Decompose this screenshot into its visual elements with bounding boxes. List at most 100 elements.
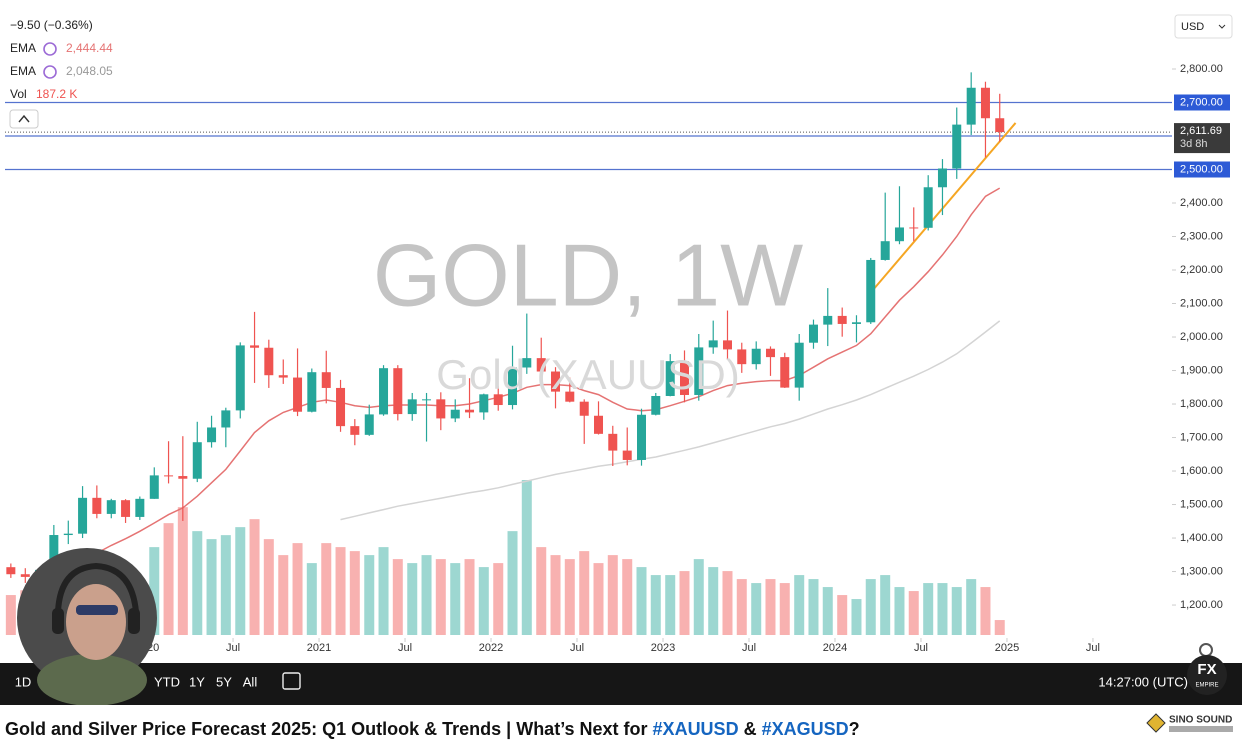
candle-body — [63, 533, 73, 536]
candle-body — [121, 500, 131, 517]
volume-bar — [263, 539, 274, 635]
volume-bar — [407, 563, 418, 635]
title-text: ? — [848, 719, 860, 739]
candle-body — [622, 450, 632, 460]
volume-bar — [966, 579, 977, 635]
x-tick-label: 2025 — [995, 642, 1019, 654]
range-button[interactable]: 5Y — [216, 674, 232, 689]
x-tick-label: 2024 — [823, 642, 847, 654]
volume-bar — [765, 579, 776, 635]
legend-label: Vol — [10, 87, 27, 101]
range-button[interactable]: All — [243, 674, 258, 689]
dropdown-icon — [1218, 24, 1226, 29]
x-tick-label: Jul — [914, 642, 928, 654]
candle-body — [221, 410, 231, 428]
candle-body — [321, 372, 331, 388]
volume-bar — [235, 527, 246, 635]
source-text: SINO SOUND — [1169, 715, 1232, 726]
candle-body — [894, 227, 904, 242]
candle-body — [708, 340, 718, 348]
candle-body — [880, 241, 890, 260]
candle-body — [78, 497, 88, 534]
source-logo: SINO SOUND — [1145, 710, 1237, 736]
volume-bar — [478, 567, 489, 635]
candle-body — [909, 227, 919, 229]
candle-body — [436, 399, 446, 419]
candle-body — [207, 427, 217, 443]
x-tick-label: Jul — [742, 642, 756, 654]
chart-background — [0, 0, 1242, 705]
hashtag[interactable]: #XAUUSD — [652, 719, 739, 739]
candle-body — [393, 368, 403, 415]
volume-bar — [937, 583, 948, 635]
range-button[interactable]: 1D — [15, 674, 32, 689]
volume-bar — [220, 535, 231, 635]
candle-body — [794, 342, 804, 388]
volume-bar — [650, 575, 661, 635]
volume-bar — [163, 523, 174, 635]
volume-bar — [521, 480, 532, 635]
volume-bar — [951, 587, 962, 635]
volume-bar — [249, 519, 260, 635]
candle-body — [522, 358, 532, 368]
countdown-label: 3d 8h — [1180, 138, 1208, 150]
candle-body — [235, 345, 245, 411]
volume-bar — [794, 575, 805, 635]
volume-bar — [536, 547, 547, 635]
y-tick-label: 1,200.00 — [1180, 599, 1223, 611]
headphones — [55, 562, 139, 613]
legend-value: 2,048.05 — [66, 64, 113, 78]
y-tick-label: 1,300.00 — [1180, 565, 1223, 577]
indicator-icon[interactable] — [43, 42, 57, 56]
legend-label: EMA — [10, 41, 36, 55]
x-tick-label: Jul — [1086, 642, 1100, 654]
candle-body — [192, 442, 202, 479]
indicator-icon[interactable] — [43, 65, 57, 79]
candle-body — [594, 415, 604, 434]
candle-body — [952, 124, 962, 169]
currency-select[interactable] — [1174, 14, 1233, 39]
candle-body — [293, 377, 303, 412]
volume-bar — [607, 555, 618, 635]
hashtag[interactable]: #XAGUSD — [761, 719, 849, 739]
volume-bar — [464, 559, 475, 635]
y-tick-label: 1,600.00 — [1180, 465, 1223, 477]
x-tick-label: 2022 — [479, 642, 503, 654]
shirt — [37, 654, 147, 705]
candle-body — [250, 345, 260, 348]
candle-body — [780, 357, 790, 388]
candle-body — [551, 371, 561, 392]
volume-bar — [192, 531, 203, 635]
candle-body — [995, 118, 1005, 133]
watermark-title: GOLD, 1W — [373, 225, 803, 324]
candle-body — [6, 567, 16, 575]
calendar-icon[interactable] — [282, 672, 301, 690]
volume-bar — [450, 563, 461, 635]
volume-bar — [980, 587, 991, 635]
x-tick-label: 2021 — [307, 642, 331, 654]
volume-bar — [392, 559, 403, 635]
candle-body — [722, 340, 732, 350]
range-button[interactable]: 1Y — [189, 674, 205, 689]
candle-body — [20, 574, 30, 577]
volume-bar — [493, 563, 504, 635]
collapse-button[interactable] — [9, 109, 39, 129]
candle-body — [823, 315, 833, 325]
head — [66, 584, 126, 660]
candle-body — [106, 500, 116, 514]
volume-bar — [708, 567, 719, 635]
candle-body — [679, 361, 689, 395]
volume-bar — [306, 563, 317, 635]
chart: 1,200.00 1,300.00 1,400.00 1,500.00 1,600.00… — [0, 0, 1242, 705]
price-change: −9.50 (−0.36%) — [10, 18, 93, 32]
candle-body — [651, 395, 661, 415]
caret-icon — [18, 114, 30, 123]
volume-bar — [206, 539, 217, 635]
price-tag — [1174, 161, 1230, 178]
candle-body — [450, 409, 460, 419]
volume-bar — [636, 567, 647, 635]
range-button[interactable]: YTD — [154, 674, 180, 689]
brand-text: EMPIRE — [1195, 683, 1218, 689]
glasses — [76, 605, 118, 615]
